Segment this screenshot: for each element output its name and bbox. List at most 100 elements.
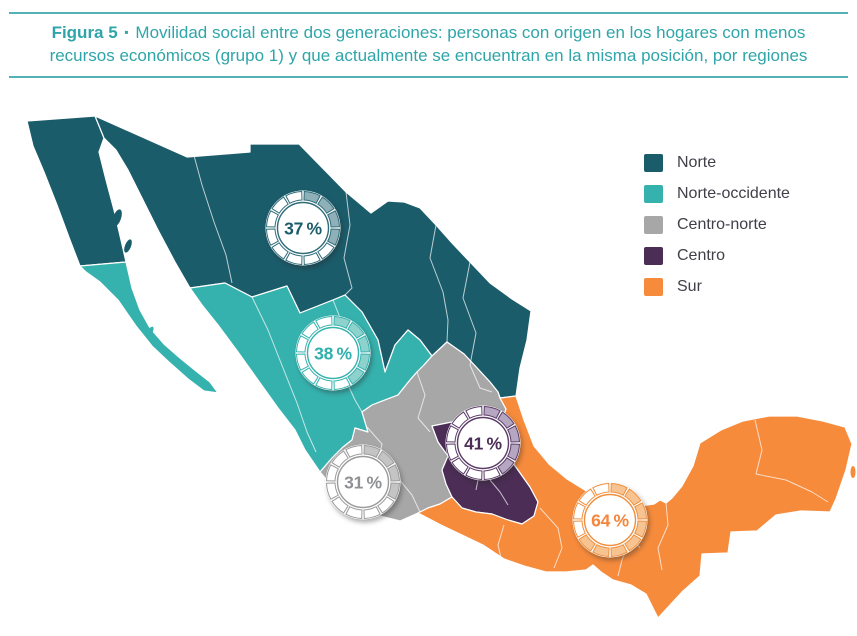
badge-ring-segment [363,506,381,519]
badge-ring-segment [327,210,340,228]
badge-ring-segment [326,482,339,500]
badge-ring-segment [634,502,647,520]
badge-ring-segment [497,457,515,475]
badge-ring-segment [592,544,610,557]
badge-ring-segment [285,191,303,204]
figure-title-line2: recursos económicos (grupo 1) y que actu… [49,46,808,65]
badge-ring-segment [315,377,333,390]
badge-ring-segment [331,450,349,468]
legend-item-norte-occidente: Norte-occidente [644,185,790,203]
mexico-map: 37 % 38 % 31 % 41 % 64 % [0,100,857,636]
badge-ring-segment [578,488,596,506]
badge-ring-segment [303,252,321,265]
legend-swatch-norte-occidente [644,185,663,203]
badge-ring-segment [333,316,351,329]
badge-ring-segment [271,242,289,260]
badge-value-sur: 64 % [591,510,629,530]
badge-ring-segment [266,210,279,228]
badge-value-centro_norte: 31 % [344,472,382,492]
legend-label-centro: Centro [677,247,726,264]
badge-ring-segment [483,406,501,419]
badge-ring-segment [326,464,339,482]
legend-label-norte: Norte [677,154,717,171]
badge-ring-segment [345,445,363,458]
badge-ring-segment [497,411,515,429]
badge-ring-segment [507,443,520,461]
badge-ring-segment [387,482,400,500]
badge-ring-segment [331,496,349,514]
badge-ring-segment [285,252,303,265]
region-norte-occidente-baja-sur [79,261,219,394]
region-norte-baja [26,115,127,267]
badge-ring-segment [592,483,610,496]
legend-label-norte-occidente: Norte-occidente [677,185,790,202]
legend-item-sur: Sur [644,278,790,296]
badge-ring-segment [266,228,279,246]
figure-title-line1: Movilidad social entre dos generaciones:… [135,23,806,42]
legend-label-sur: Sur [677,278,702,295]
badge-ring-segment [357,335,370,353]
map-badges: 37 % 38 % 31 % 41 % 64 % [265,190,648,558]
badge-ring-segment [301,367,319,385]
badge-ring-segment [446,425,459,443]
badge-ring-segment [347,367,365,385]
legend-item-centro: Centro [644,247,790,265]
badge-ring-segment [624,488,642,506]
badge-sur: 64 % [572,482,648,558]
figure-title: Figura 5 ▪ Movilidad social entre dos ge… [9,14,848,76]
legend-item-centro-norte: Centro-norte [644,216,790,234]
badge-ring-segment [317,196,335,214]
badge-centro_norte: 31 % [325,444,401,520]
figure-caption: Figura 5 ▪ Movilidad social entre dos ge… [9,12,848,78]
legend-swatch-centro [644,247,663,265]
badge-ring-segment [483,467,501,480]
badge-ring-segment [387,464,400,482]
badge-ring-segment [578,534,596,552]
badge-ring-segment [315,316,333,329]
island-tiburon [112,209,122,227]
figure-label: Figura 5 [51,23,118,42]
legend-swatch-norte [644,154,663,172]
island-baja-small [146,326,154,338]
badge-ring-segment [317,242,335,260]
badge-norte: 37 % [265,190,341,266]
badge-ring-segment [634,520,647,538]
legend-item-norte: Norte [644,154,790,172]
badge-centro: 41 % [445,405,521,481]
badge-ring-segment [345,506,363,519]
badge-ring-segment [507,425,520,443]
legend-swatch-sur [644,278,663,296]
badge-ring-segment [296,335,309,353]
badge-ring-segment [377,496,395,514]
badge-ring-segment [357,353,370,371]
caption-bullet-icon: ▪ [124,25,129,39]
badge-ring-segment [301,321,319,339]
badge-ring-segment [327,228,340,246]
badge-ring-segment [610,544,628,557]
badge-ring-segment [303,191,321,204]
badge-ring-segment [610,483,628,496]
badge-ring-segment [573,502,586,520]
island-cozumel [850,466,856,478]
island-gulf-small [124,239,132,253]
badge-value-norte_occidente: 38 % [314,343,352,363]
badge-ring-segment [465,406,483,419]
badge-ring-segment [347,321,365,339]
badge-ring-segment [377,450,395,468]
legend: Norte Norte-occidente Centro-norte Centr… [644,154,790,309]
badge-ring-segment [296,353,309,371]
badge-ring-segment [271,196,289,214]
legend-swatch-centro-norte [644,216,663,234]
badge-ring-segment [624,534,642,552]
badge-norte_occidente: 38 % [295,315,371,391]
badge-value-norte: 37 % [284,218,322,238]
badge-ring-segment [446,443,459,461]
badge-ring-segment [451,411,469,429]
badge-ring-segment [363,445,381,458]
badge-value-centro: 41 % [464,433,502,453]
badge-ring-segment [465,467,483,480]
badge-ring-segment [451,457,469,475]
badge-ring-segment [333,377,351,390]
badge-ring-segment [573,520,586,538]
